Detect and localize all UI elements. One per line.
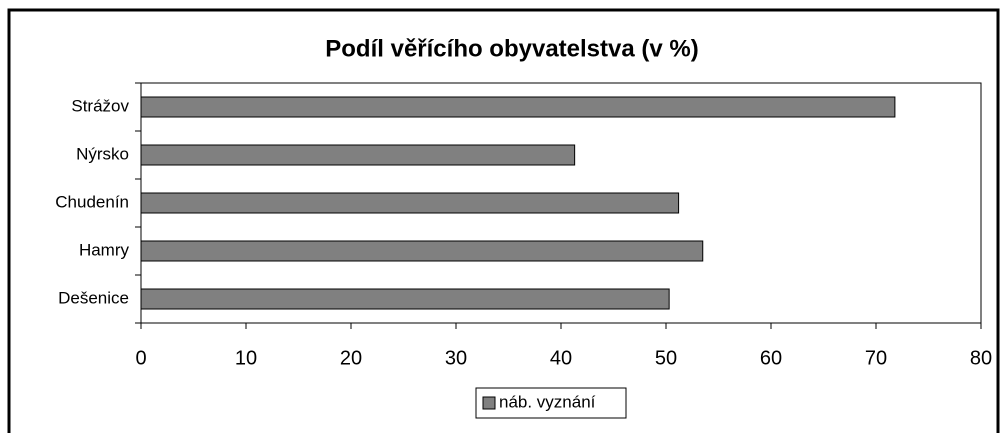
legend-box (475, 387, 627, 419)
x-tick-label: 20 (340, 347, 362, 369)
bar (140, 96, 896, 118)
y-tick-label: Nýrsko (76, 144, 129, 163)
y-tick-label: Hamry (79, 240, 130, 259)
x-tick-label: 70 (865, 347, 887, 369)
legend-label: náb. vyznání (499, 392, 596, 411)
y-tick-label: Chudenín (55, 192, 129, 211)
x-tick-label: 80 (970, 347, 992, 369)
legend-swatch (482, 396, 496, 410)
x-tick-label: 30 (445, 347, 467, 369)
x-tick-label: 60 (760, 347, 782, 369)
bar (140, 288, 670, 310)
bar (140, 192, 680, 214)
bar (140, 240, 704, 262)
y-tick-label: Strážov (71, 96, 129, 115)
x-tick-label: 0 (135, 347, 146, 369)
y-tick-label: Dešenice (58, 288, 129, 307)
x-tick-label: 40 (550, 347, 572, 369)
bar (140, 144, 576, 166)
x-tick-label: 10 (235, 347, 257, 369)
x-tick-label: 50 (655, 347, 677, 369)
chart-frame (7, 8, 1000, 433)
chart-title: Podíl věřícího obyvatelstva (v %) (325, 35, 698, 62)
